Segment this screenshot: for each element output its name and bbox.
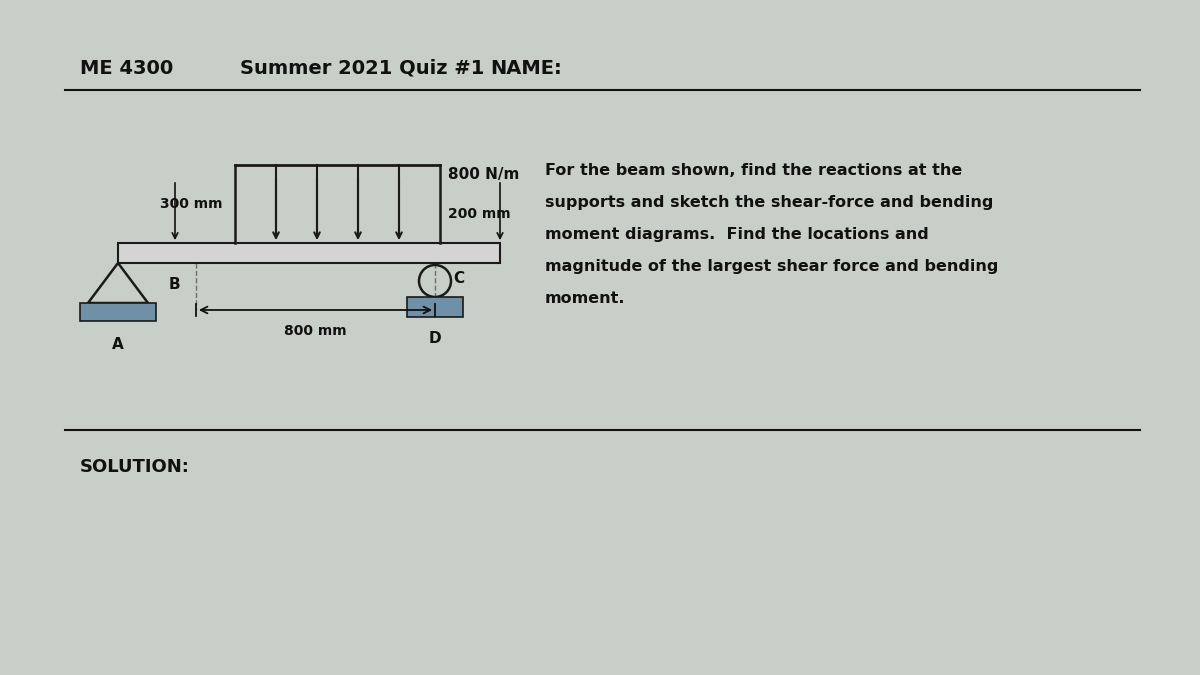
Text: 300 mm: 300 mm [161, 197, 223, 211]
Text: SOLUTION:: SOLUTION: [80, 458, 190, 476]
Text: magnitude of the largest shear force and bending: magnitude of the largest shear force and… [545, 259, 998, 274]
Text: moment.: moment. [545, 291, 625, 306]
Text: ME 4300: ME 4300 [80, 59, 173, 78]
Text: 800 mm: 800 mm [284, 324, 347, 338]
Text: C: C [454, 271, 464, 286]
Text: For the beam shown, find the reactions at the: For the beam shown, find the reactions a… [545, 163, 962, 178]
Text: NAME:: NAME: [490, 59, 562, 78]
Text: 800 N/m: 800 N/m [448, 167, 520, 182]
Text: moment diagrams.  Find the locations and: moment diagrams. Find the locations and [545, 227, 929, 242]
Bar [407, 297, 463, 317]
Text: B: B [168, 277, 180, 292]
Text: A: A [112, 337, 124, 352]
Bar [118, 243, 500, 263]
Text: D: D [428, 331, 442, 346]
Text: Summer 2021 Quiz #1: Summer 2021 Quiz #1 [240, 59, 485, 78]
Text: supports and sketch the shear-force and bending: supports and sketch the shear-force and … [545, 195, 994, 210]
Text: 200 mm: 200 mm [448, 207, 511, 221]
Bar [80, 303, 156, 321]
